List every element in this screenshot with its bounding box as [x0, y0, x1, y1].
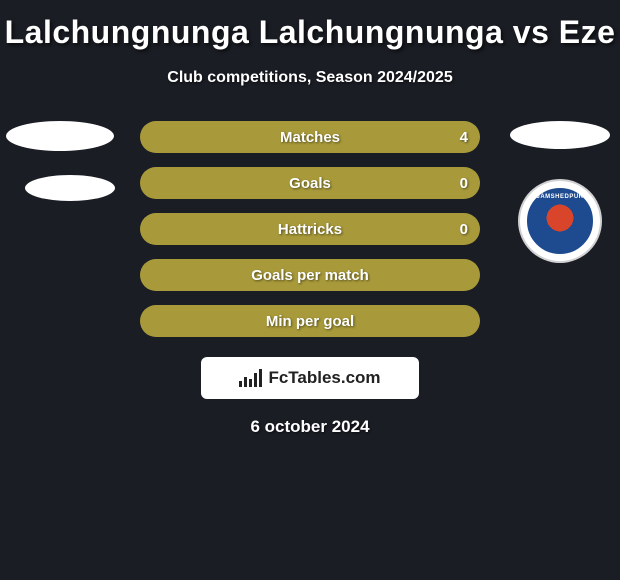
player-left-pill-1 — [6, 121, 114, 151]
stat-label: Min per goal — [266, 313, 354, 330]
stat-bar-gpm: Goals per match — [140, 259, 480, 291]
right-club-crest: JAMSHEDPUR — [520, 181, 600, 261]
stat-bar-mpg: Min per goal — [140, 305, 480, 337]
crest-inner: JAMSHEDPUR — [527, 188, 593, 254]
stat-value-right: 0 — [460, 175, 468, 192]
brand-text: FcTables.com — [268, 368, 380, 388]
stat-label: Matches — [280, 129, 340, 146]
page-title: Lalchungnunga Lalchungnunga vs Eze — [0, 0, 620, 51]
subtitle: Club competitions, Season 2024/2025 — [0, 69, 620, 87]
stat-bar-matches: Matches 4 — [140, 121, 480, 153]
stat-value-right: 4 — [460, 129, 468, 146]
brand-badge[interactable]: FcTables.com — [201, 357, 419, 399]
stat-label: Goals per match — [251, 267, 369, 284]
stat-bars: Matches 4 Goals 0 Hattricks 0 Goals per … — [140, 121, 480, 337]
stat-label: Hattricks — [278, 221, 342, 238]
stats-area: JAMSHEDPUR Matches 4 Goals 0 Hattricks 0… — [0, 121, 620, 337]
stat-label: Goals — [289, 175, 331, 192]
footer-date: 6 october 2024 — [0, 417, 620, 437]
stat-value-right: 0 — [460, 221, 468, 238]
crest-label: JAMSHEDPUR — [536, 194, 583, 200]
stat-bar-hattricks: Hattricks 0 — [140, 213, 480, 245]
player-right-pill — [510, 121, 610, 149]
stat-bar-goals: Goals 0 — [140, 167, 480, 199]
player-left-pill-2 — [25, 175, 115, 201]
bar-chart-icon — [239, 369, 262, 387]
